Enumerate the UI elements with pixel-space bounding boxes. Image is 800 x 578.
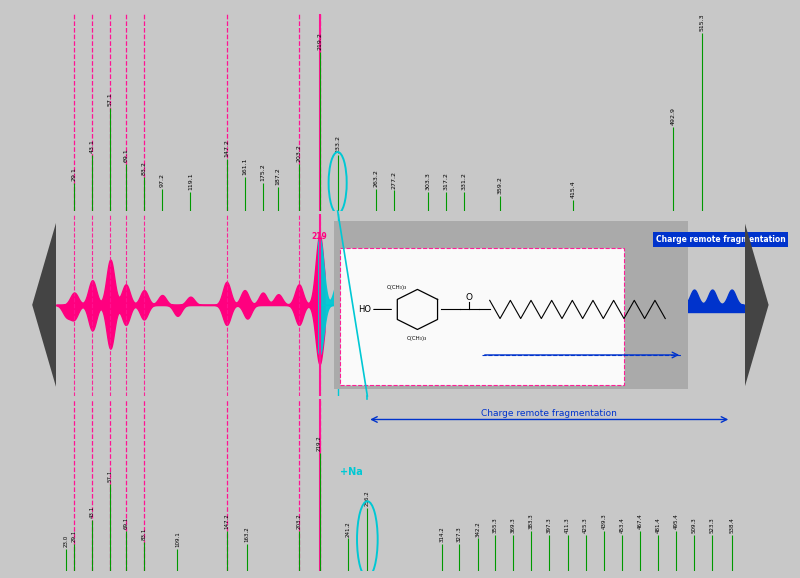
Text: +Na: +Na	[341, 467, 363, 477]
Text: 317.2: 317.2	[443, 172, 449, 190]
Text: 175.2: 175.2	[260, 163, 266, 181]
Text: 425.3: 425.3	[583, 517, 588, 533]
Text: 219.2: 219.2	[317, 32, 322, 50]
Text: 492.9: 492.9	[670, 107, 675, 125]
Text: C(CH₃)₃: C(CH₃)₃	[387, 284, 407, 290]
Text: 29.1: 29.1	[72, 167, 77, 181]
Text: 515.3: 515.3	[699, 14, 704, 31]
Text: 163.2: 163.2	[245, 527, 250, 542]
Text: 411.3: 411.3	[565, 517, 570, 533]
Polygon shape	[32, 223, 56, 387]
Text: 57.1: 57.1	[108, 92, 113, 106]
Text: 509.3: 509.3	[691, 517, 697, 533]
Text: 43.1: 43.1	[90, 139, 94, 153]
Text: 314.2: 314.2	[440, 527, 445, 542]
Text: 203.2: 203.2	[297, 144, 302, 162]
Text: 69.1: 69.1	[123, 149, 128, 162]
Text: 467.4: 467.4	[638, 514, 642, 529]
Text: 43.1: 43.1	[90, 506, 94, 518]
Text: 523.3: 523.3	[710, 517, 714, 533]
Text: 481.4: 481.4	[655, 517, 661, 533]
Text: 327.3: 327.3	[457, 527, 462, 542]
Text: 147.2: 147.2	[224, 514, 229, 529]
Text: 161.1: 161.1	[242, 158, 247, 175]
Text: O: O	[466, 294, 473, 302]
FancyBboxPatch shape	[340, 249, 624, 385]
Text: 263.2: 263.2	[374, 169, 379, 187]
Text: 83.1: 83.1	[142, 528, 146, 540]
Text: 359.2: 359.2	[498, 176, 502, 194]
Text: 109.1: 109.1	[175, 532, 180, 547]
Text: 233.2: 233.2	[335, 135, 340, 153]
Text: 203.2: 203.2	[297, 514, 302, 529]
Text: 23.0: 23.0	[64, 535, 69, 547]
Text: 538.4: 538.4	[729, 517, 734, 533]
Text: 256.2: 256.2	[365, 490, 370, 506]
Text: 397.3: 397.3	[547, 517, 552, 533]
Text: 187.2: 187.2	[276, 167, 281, 185]
Text: 495.4: 495.4	[674, 514, 678, 529]
Text: 453.4: 453.4	[619, 517, 624, 533]
Text: 439.3: 439.3	[601, 514, 606, 529]
FancyBboxPatch shape	[334, 221, 689, 388]
Text: 383.3: 383.3	[529, 514, 534, 529]
Text: 57.1: 57.1	[108, 470, 113, 482]
Text: 119.1: 119.1	[188, 173, 193, 190]
Text: 241.2: 241.2	[346, 521, 350, 536]
Text: Charge remote fragmentation: Charge remote fragmentation	[482, 409, 617, 418]
Text: 83.2: 83.2	[142, 161, 146, 175]
Text: 415.4: 415.4	[570, 180, 575, 198]
Text: HO: HO	[358, 305, 371, 314]
Text: 355.3: 355.3	[493, 517, 498, 533]
Text: C(CH₃)₃: C(CH₃)₃	[407, 336, 428, 342]
Text: 97.2: 97.2	[160, 173, 165, 187]
Text: 369.3: 369.3	[511, 517, 516, 533]
Text: 277.2: 277.2	[392, 171, 397, 188]
Text: 219: 219	[312, 232, 327, 242]
Text: 69.1: 69.1	[123, 517, 128, 529]
Text: 29.1: 29.1	[72, 530, 77, 542]
Bar	[56, 14, 744, 44]
Text: 219.2: 219.2	[317, 436, 322, 451]
Text: 342.2: 342.2	[476, 521, 481, 536]
Text: 331.2: 331.2	[462, 172, 466, 190]
Text: 147.2: 147.2	[224, 139, 229, 157]
Text: 303.3: 303.3	[426, 172, 430, 190]
Polygon shape	[745, 223, 769, 387]
Text: Charge remote fragmentation: Charge remote fragmentation	[656, 235, 786, 244]
Bar	[56, 14, 744, 34]
